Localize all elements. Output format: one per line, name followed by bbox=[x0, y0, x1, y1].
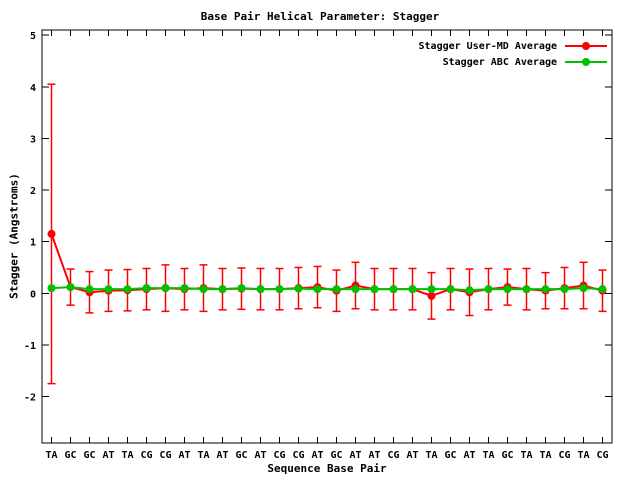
data-point bbox=[85, 285, 94, 294]
legend-entry-user-md: Stagger User-MD Average bbox=[419, 38, 607, 54]
data-point bbox=[522, 285, 531, 294]
data-point bbox=[579, 284, 588, 293]
x-tick-label: TA bbox=[121, 450, 133, 461]
data-point bbox=[161, 284, 170, 293]
x-tick-label: TA bbox=[577, 450, 589, 461]
legend-sample-user-md bbox=[565, 41, 607, 51]
x-tick-label: TA bbox=[482, 450, 494, 461]
data-point bbox=[370, 285, 379, 294]
data-point bbox=[560, 285, 569, 294]
y-tick-label: 1 bbox=[30, 238, 36, 249]
data-point bbox=[389, 285, 398, 294]
x-tick-label: TA bbox=[45, 450, 57, 461]
x-tick-label: AT bbox=[178, 450, 190, 461]
series-line bbox=[50, 233, 603, 297]
x-tick-label: AT bbox=[254, 450, 266, 461]
x-tick-label: CG bbox=[140, 450, 152, 461]
data-point bbox=[313, 285, 322, 294]
x-tick-label: AT bbox=[406, 450, 418, 461]
legend-point-icon bbox=[582, 58, 590, 66]
y-tick-label: 3 bbox=[30, 134, 36, 145]
data-point bbox=[199, 285, 208, 294]
data-point bbox=[294, 284, 303, 293]
data-point bbox=[218, 285, 227, 294]
x-tick-label: AT bbox=[216, 450, 228, 461]
data-point bbox=[66, 283, 75, 292]
data-point bbox=[104, 285, 113, 294]
legend: Stagger User-MD Average Stagger ABC Aver… bbox=[419, 38, 607, 70]
data-point bbox=[237, 284, 246, 293]
x-tick-label: TA bbox=[520, 450, 532, 461]
data-point bbox=[427, 291, 436, 300]
y-tick-label: 2 bbox=[30, 186, 36, 197]
x-tick-label: GC bbox=[501, 450, 513, 461]
data-point bbox=[598, 285, 607, 294]
x-tick-label: AT bbox=[349, 450, 361, 461]
x-tick-label: AT bbox=[102, 450, 114, 461]
data-point bbox=[332, 285, 341, 294]
x-axis-label: Sequence Base Pair bbox=[267, 462, 387, 475]
data-point bbox=[123, 285, 132, 294]
x-tick-label: AT bbox=[368, 450, 380, 461]
x-tick-label: CG bbox=[558, 450, 570, 461]
data-point bbox=[408, 285, 417, 294]
chart-title: Base Pair Helical Parameter: Stagger bbox=[200, 10, 440, 23]
legend-sample-abc bbox=[565, 57, 607, 67]
data-point bbox=[256, 285, 265, 294]
x-tick-label: GC bbox=[83, 450, 95, 461]
data-point bbox=[484, 285, 493, 294]
y-tick-label: -2 bbox=[24, 393, 36, 404]
data-point bbox=[47, 284, 56, 293]
data-point bbox=[503, 285, 512, 294]
x-tick-label: CG bbox=[292, 450, 304, 461]
x-tick-label: CG bbox=[159, 450, 171, 461]
x-tick-label: CG bbox=[387, 450, 399, 461]
y-tick-label: 4 bbox=[30, 83, 36, 94]
y-tick-label: 0 bbox=[30, 289, 36, 300]
x-tick-label: CG bbox=[273, 450, 285, 461]
data-point bbox=[47, 229, 56, 238]
legend-entry-abc: Stagger ABC Average bbox=[419, 54, 607, 70]
x-tick-label: GC bbox=[235, 450, 247, 461]
x-tick-label: CG bbox=[596, 450, 608, 461]
x-tick-label: GC bbox=[64, 450, 76, 461]
data-point bbox=[465, 286, 474, 295]
data-point bbox=[541, 285, 550, 294]
legend-label-abc: Stagger ABC Average bbox=[442, 56, 557, 68]
data-point bbox=[275, 285, 284, 294]
x-tick-label: GC bbox=[444, 450, 456, 461]
legend-label-user-md: Stagger User-MD Average bbox=[418, 40, 557, 52]
y-tick-label: 5 bbox=[30, 31, 36, 42]
data-point bbox=[142, 284, 151, 293]
data-point bbox=[446, 285, 455, 294]
x-tick-label: TA bbox=[425, 450, 437, 461]
legend-point-icon bbox=[582, 42, 590, 50]
y-tick-label: -1 bbox=[24, 341, 36, 352]
x-tick-label: GC bbox=[330, 450, 342, 461]
x-tick-label: AT bbox=[311, 450, 323, 461]
x-tick-label: TA bbox=[539, 450, 551, 461]
x-tick-label: AT bbox=[463, 450, 475, 461]
x-tick-label: TA bbox=[197, 450, 209, 461]
plot-border bbox=[41, 29, 613, 444]
data-point bbox=[351, 285, 360, 294]
data-point bbox=[180, 284, 189, 293]
data-point bbox=[427, 285, 436, 294]
